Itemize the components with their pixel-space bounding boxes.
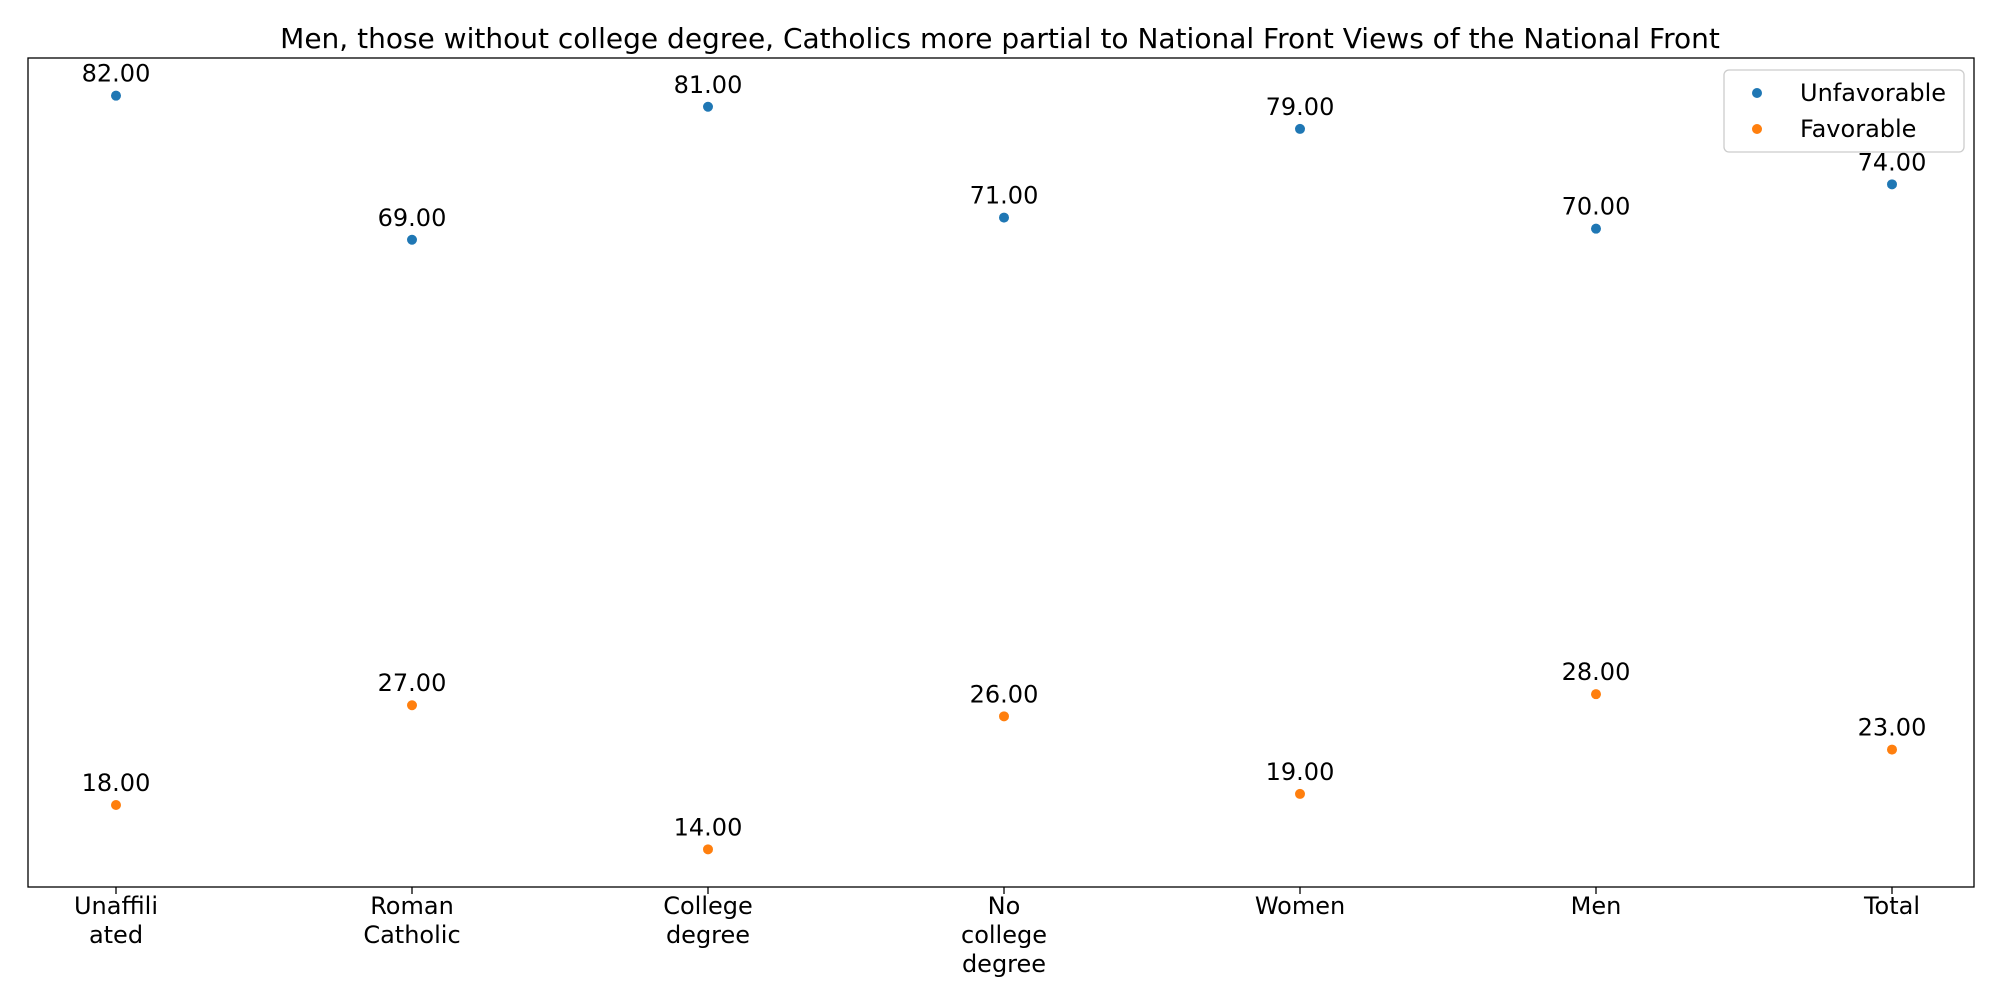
x-tick-label: Catholic	[363, 921, 460, 949]
favorable-point	[703, 844, 713, 854]
data-points: 82.0069.0081.0071.0079.0070.0074.0018.00…	[82, 60, 1927, 855]
unfavorable-data-label: 82.00	[82, 60, 151, 88]
unfavorable-data-label: 70.00	[1562, 193, 1631, 221]
favorable-data-label: 14.00	[674, 813, 743, 841]
x-tick-label: Women	[1255, 892, 1345, 920]
legend-marker-unfavorable	[1752, 88, 1762, 98]
x-tick-label: ated	[89, 921, 143, 949]
x-tick-label: College	[663, 892, 753, 920]
favorable-data-label: 27.00	[378, 669, 447, 697]
x-tick-label: Roman	[370, 892, 454, 920]
x-tick-label: degree	[962, 950, 1046, 978]
unfavorable-point	[407, 235, 417, 245]
unfavorable-data-label: 79.00	[1266, 93, 1335, 121]
unfavorable-point	[111, 91, 121, 101]
unfavorable-point	[1887, 179, 1897, 189]
legend: Unfavorable Favorable	[1724, 70, 1964, 152]
chart-title: Men, those without college degree, Catho…	[280, 22, 1720, 55]
favorable-point	[1591, 689, 1601, 699]
favorable-data-label: 23.00	[1858, 714, 1927, 742]
unfavorable-point	[1295, 124, 1305, 134]
favorable-point	[407, 700, 417, 710]
favorable-data-label: 28.00	[1562, 658, 1631, 686]
favorable-point	[999, 711, 1009, 721]
x-tick-label: college	[961, 921, 1047, 949]
x-tick-label: Men	[1571, 892, 1622, 920]
favorable-point	[1295, 789, 1305, 799]
favorable-data-label: 19.00	[1266, 758, 1335, 786]
unfavorable-data-label: 69.00	[378, 204, 447, 232]
unfavorable-point	[1591, 224, 1601, 234]
unfavorable-point	[703, 102, 713, 112]
legend-label-unfavorable: Unfavorable	[1800, 79, 1946, 107]
legend-marker-favorable	[1752, 124, 1762, 134]
unfavorable-data-label: 81.00	[674, 71, 743, 99]
favorable-point	[111, 800, 121, 810]
x-tick-label: Unaffili	[74, 892, 158, 920]
unfavorable-data-label: 71.00	[970, 182, 1039, 210]
favorable-data-label: 18.00	[82, 769, 151, 797]
favorable-point	[1887, 745, 1897, 755]
unfavorable-point	[999, 213, 1009, 223]
legend-label-favorable: Favorable	[1800, 115, 1916, 143]
x-tick-label: Total	[1863, 892, 1920, 920]
favorable-data-label: 26.00	[970, 680, 1039, 708]
x-tick-label: degree	[666, 921, 750, 949]
x-axis: UnaffiliatedRomanCatholicCollegedegreeNo…	[74, 887, 1920, 978]
x-tick-label: No	[988, 892, 1021, 920]
